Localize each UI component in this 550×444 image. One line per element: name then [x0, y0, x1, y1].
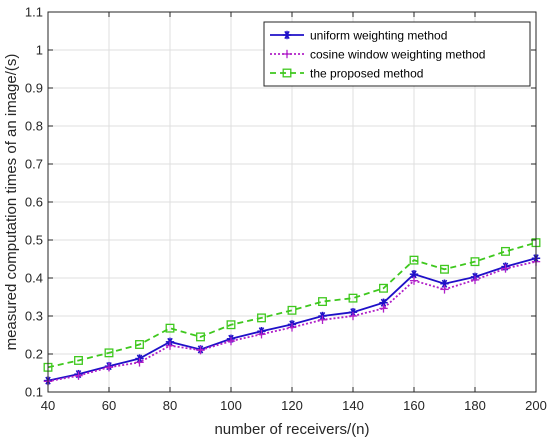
data-point [379, 304, 388, 313]
data-point [226, 320, 236, 330]
tick-labels: 40 60 80 100 120 140 160 180 200 0.1 0.2 0.3 0.4 0.5 0… [25, 5, 547, 414]
x-axis-label: number of receivers/(n) [214, 421, 369, 438]
y-tick-label: 0.1 [25, 385, 43, 400]
legend: uniform weighting method cosine window we… [263, 21, 531, 87]
data-point [379, 283, 388, 293]
data-point [287, 305, 297, 315]
data-point [318, 297, 327, 307]
data-point [257, 313, 266, 323]
x-tick-label: 100 [220, 398, 242, 413]
x-tick-label: 160 [403, 398, 425, 413]
data-point [135, 340, 144, 349]
series-3 [43, 238, 541, 372]
y-tick-label: 0.3 [25, 309, 43, 324]
data-point [348, 311, 358, 321]
data-point [287, 323, 297, 332]
series-layer [43, 238, 541, 386]
legend-entry: uniform weighting method [270, 29, 447, 43]
legend-entry: cosine window weighting method [270, 48, 485, 62]
y-tick-label: 0.8 [25, 119, 43, 134]
legend-entry: the proposed method [270, 67, 423, 81]
data-point [74, 356, 83, 365]
data-point [440, 264, 449, 274]
x-tick-label: 180 [464, 398, 486, 413]
legend-swatch-marker [282, 68, 292, 78]
data-point [104, 363, 114, 372]
data-point [196, 332, 205, 342]
data-point [165, 323, 175, 333]
x-tick-label: 80 [163, 398, 177, 413]
data-point [470, 257, 480, 267]
data-point [196, 346, 205, 355]
legend-label: uniform weighting method [310, 29, 447, 43]
data-point [257, 330, 266, 339]
data-point [501, 246, 510, 256]
y-tick-label: 1.1 [25, 5, 43, 20]
legend-swatch-marker [282, 49, 292, 59]
y-tick-label: 0.9 [25, 81, 43, 96]
data-point [348, 293, 358, 303]
data-point [501, 264, 510, 273]
y-tick-label: 0.4 [25, 271, 43, 286]
data-point [104, 348, 114, 358]
legend-label: the proposed method [310, 67, 423, 81]
legend-label: cosine window weighting method [310, 48, 485, 62]
x-tick-label: 140 [342, 398, 364, 413]
y-tick-label: 0.2 [25, 347, 43, 362]
data-point [379, 298, 388, 307]
data-point [470, 275, 480, 285]
data-point [409, 276, 419, 285]
y-tick-label: 0.6 [25, 195, 43, 210]
data-point [165, 341, 175, 350]
data-point [226, 336, 236, 346]
data-point [318, 315, 327, 324]
data-point [74, 371, 83, 380]
data-point [135, 358, 144, 367]
legend-swatch-marker [282, 30, 292, 40]
y-tick-label: 0.5 [25, 233, 43, 248]
x-tick-label: 200 [525, 398, 547, 413]
y-tick-label: 1 [36, 43, 43, 58]
x-tick-label: 120 [281, 398, 303, 413]
x-tick-label: 40 [41, 398, 55, 413]
y-tick-label: 0.7 [25, 157, 43, 172]
data-point [440, 285, 449, 294]
x-tick-label: 60 [102, 398, 116, 413]
legend-box [263, 21, 531, 87]
axes [47, 11, 537, 393]
y-axis-label: measured computation times of an image/(… [3, 54, 20, 351]
series-line [47, 241, 537, 369]
data-point [409, 255, 419, 265]
